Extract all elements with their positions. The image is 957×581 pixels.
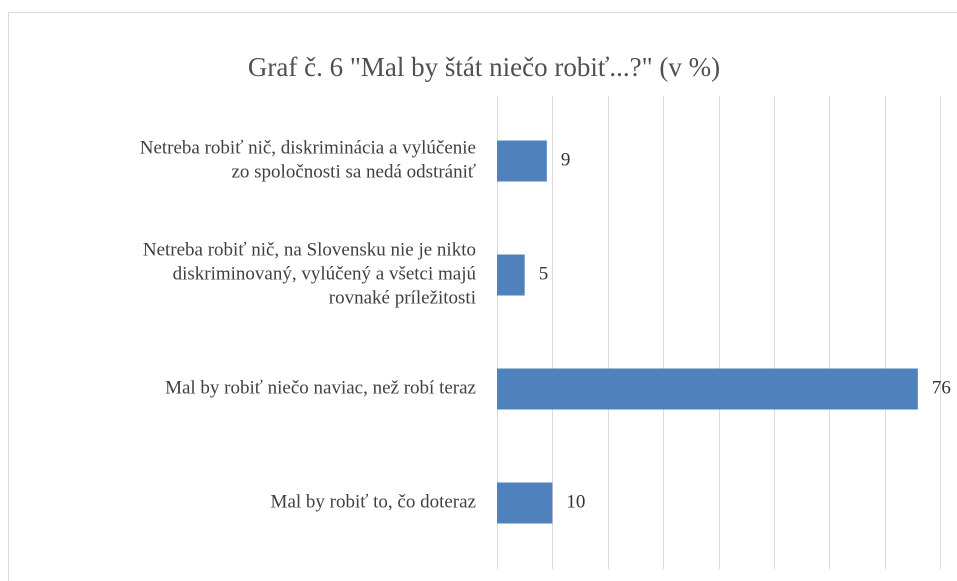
category-label: rovnaké príležitosti: [329, 287, 476, 308]
data-label: 10: [566, 491, 585, 512]
category-label: Mal by robiť niečo naviac, než robí tera…: [165, 377, 476, 398]
data-label: 9: [561, 149, 571, 170]
data-label: 5: [539, 263, 549, 284]
category-label: diskriminovaný, vylúčený a všetci majú: [173, 263, 477, 284]
category-label: zo spoločnosti sa nedá odstrániť: [231, 161, 476, 182]
bar: [497, 368, 918, 410]
bar: [497, 482, 553, 524]
chart-frame: [8, 12, 957, 581]
bar: [497, 140, 547, 182]
category-label: Mal by robiť to, čo doteraz: [271, 491, 476, 512]
chart-title: Graf č. 6 "Mal by štát niečo robiť...?" …: [248, 52, 720, 82]
bar: [497, 254, 525, 296]
data-label: 76: [932, 377, 951, 398]
category-label: Netreba robiť nič, diskriminácia a vylúč…: [140, 137, 476, 158]
category-label: Netreba robiť nič, na Slovensku nie je n…: [143, 239, 476, 260]
